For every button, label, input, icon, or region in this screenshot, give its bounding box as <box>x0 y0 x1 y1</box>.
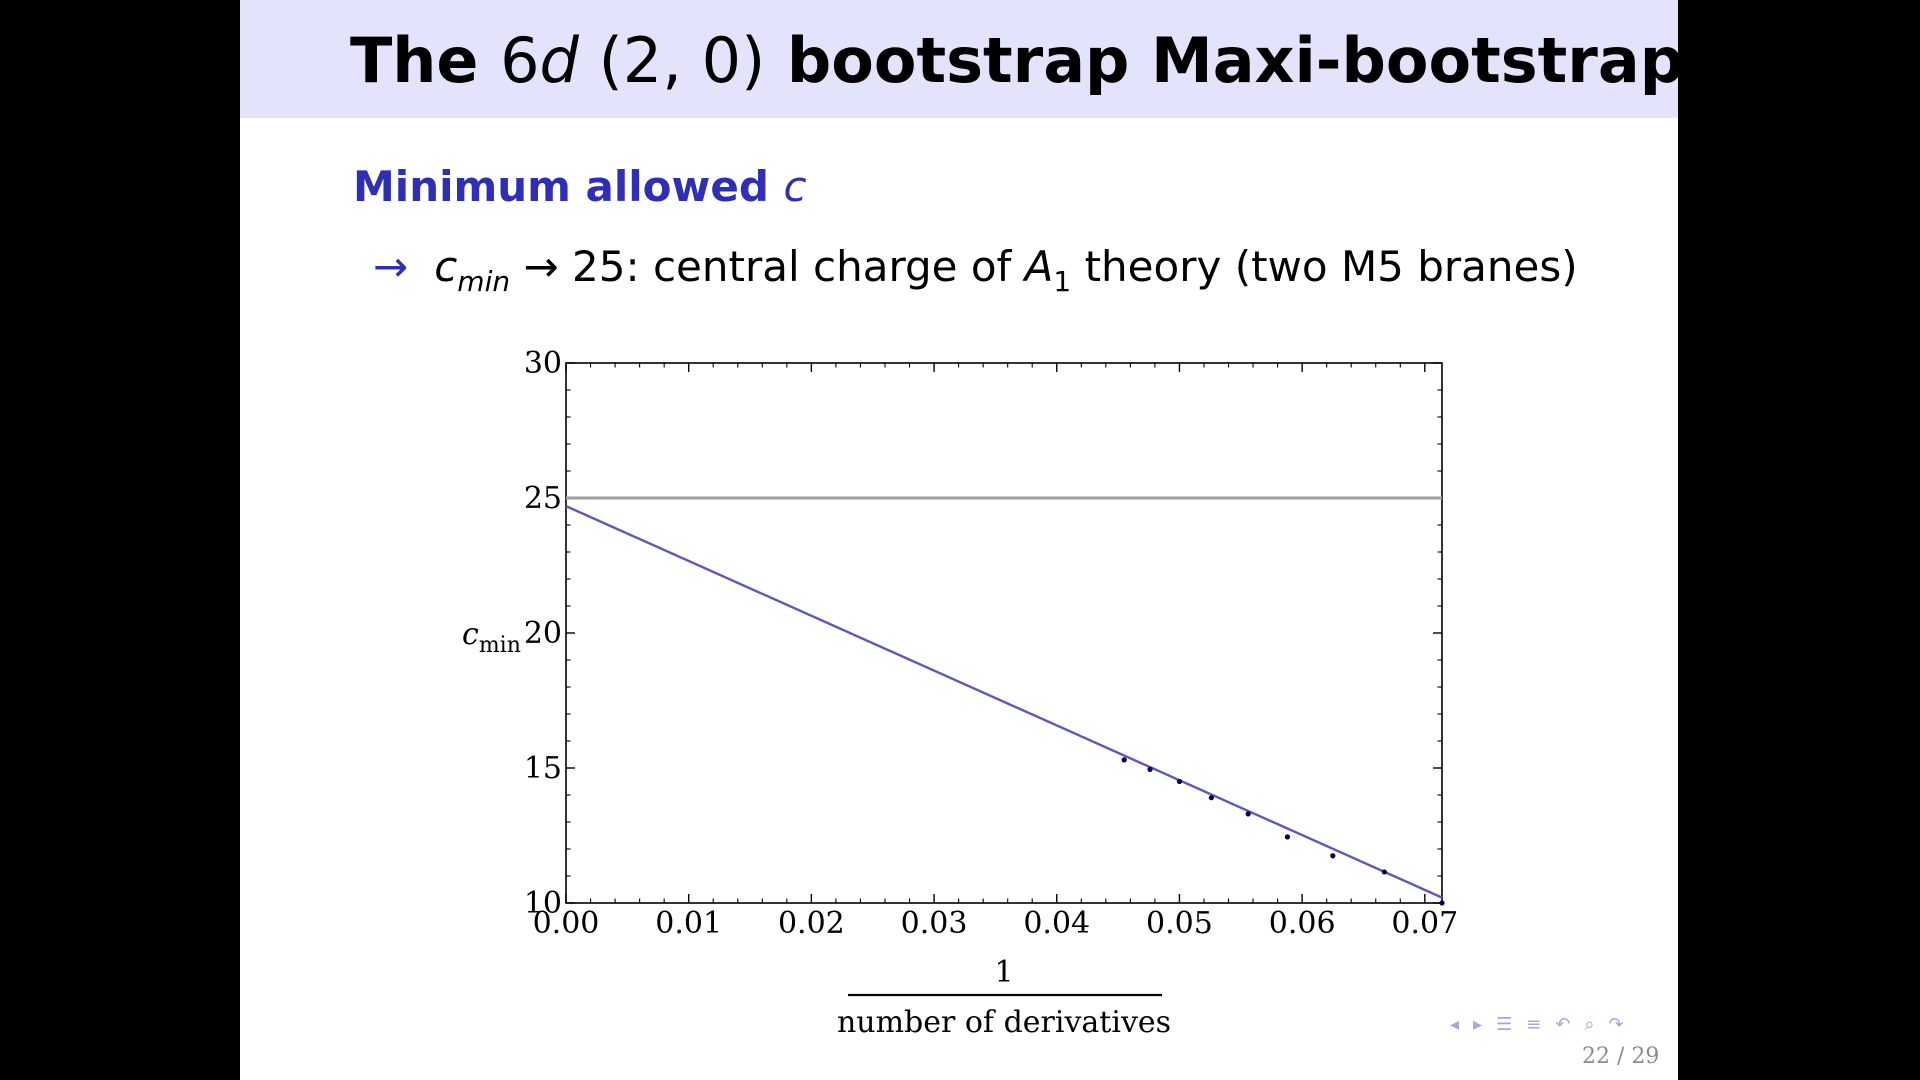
x-tick-label: 0.04 <box>1023 906 1090 941</box>
nav-slide-next-icon[interactable]: ▸ <box>1473 1014 1487 1035</box>
title-prefix: The <box>350 24 479 97</box>
bullet-mid: → 25: central charge of <box>523 242 1012 291</box>
slide-title: The 6d (2, 0) bootstrap Maxi-bootstrap <box>350 24 1678 97</box>
section-heading-var: c <box>783 162 807 211</box>
title-suffix: bootstrap Maxi-bootstrap <box>786 24 1678 97</box>
y-tick-label: 10 <box>524 886 562 921</box>
data-point <box>1208 795 1214 801</box>
beamer-nav-bar: ◂ ▸ ☰ ≡ ↶ ⌕ ↷ <box>1450 1014 1638 1035</box>
bullet-A: A <box>1024 242 1054 291</box>
plot-frame <box>565 362 1443 904</box>
y-axis-label: cmin <box>462 617 521 658</box>
bullet-c: c <box>434 242 458 291</box>
title-math-6: 6 <box>500 24 540 97</box>
nav-redo-icon[interactable]: ↷ <box>1608 1014 1628 1035</box>
section-heading: Minimum allowed c <box>353 162 807 211</box>
fit-line <box>565 505 1443 899</box>
nav-undo-icon[interactable]: ↶ <box>1555 1014 1575 1035</box>
title-bar: The 6d (2, 0) bootstrap Maxi-bootstrap <box>240 0 1678 118</box>
x-tick-label: 0.03 <box>901 906 968 941</box>
bullet-A-sub: 1 <box>1053 265 1072 298</box>
bullet-item: → cmin → 25: central charge of A1 theory … <box>373 242 1578 298</box>
data-point <box>1381 869 1387 875</box>
y-axis-label-sub: min <box>479 633 521 658</box>
bullet-c-sub: min <box>457 265 511 298</box>
y-axis-label-main: c <box>462 617 479 652</box>
data-point <box>1176 778 1183 785</box>
x-tick-label: 0.07 <box>1391 906 1458 941</box>
page-number: 22 / 29 <box>1582 1044 1660 1069</box>
title-math: 6d (2, 0) <box>500 24 765 97</box>
data-point <box>1147 766 1153 772</box>
data-point <box>1121 757 1127 763</box>
data-point <box>1330 853 1336 859</box>
data-point <box>1439 900 1445 906</box>
y-tick-label: 15 <box>524 751 562 786</box>
data-point <box>1284 834 1291 840</box>
nav-section-icon[interactable]: ☰ <box>1496 1014 1517 1035</box>
nav-search-icon[interactable]: ⌕ <box>1584 1014 1599 1035</box>
slide: The 6d (2, 0) bootstrap Maxi-bootstrap M… <box>240 0 1678 1080</box>
y-tick-label: 25 <box>524 481 562 516</box>
x-tick-label: 0.02 <box>778 906 845 941</box>
x-tick-label: 0.05 <box>1146 906 1213 941</box>
title-math-pair: (2, 0) <box>598 24 766 97</box>
x-axis-label-numerator: 1 <box>994 955 1013 990</box>
x-axis-label-denominator: number of derivatives <box>837 1005 1171 1040</box>
y-tick-label: 20 <box>524 616 562 651</box>
x-tick-label: 0.01 <box>655 906 722 941</box>
section-heading-text: Minimum allowed <box>353 162 769 211</box>
bullet-arrow-icon: → <box>373 242 409 291</box>
x-tick-label: 0.06 <box>1269 906 1336 941</box>
title-math-d: d <box>539 24 579 97</box>
nav-subsection-icon[interactable]: ≡ <box>1526 1014 1546 1035</box>
data-point <box>1245 811 1251 817</box>
x-tick-label: 0.00 <box>533 906 600 941</box>
bullet-rest: theory (two M5 branes) <box>1084 242 1578 291</box>
chart-plot-area: 0.00 0.01 0.02 0.03 0.04 0.05 0.06 0.07 10 15 20 25… <box>462 346 1458 1040</box>
nav-slide-prev-icon[interactable]: ◂ <box>1450 1014 1464 1035</box>
y-tick-label: 30 <box>524 346 562 381</box>
chart: 0.00 0.01 0.02 0.03 0.04 0.05 0.06 0.07 10 15 20 25… <box>462 346 1458 1040</box>
